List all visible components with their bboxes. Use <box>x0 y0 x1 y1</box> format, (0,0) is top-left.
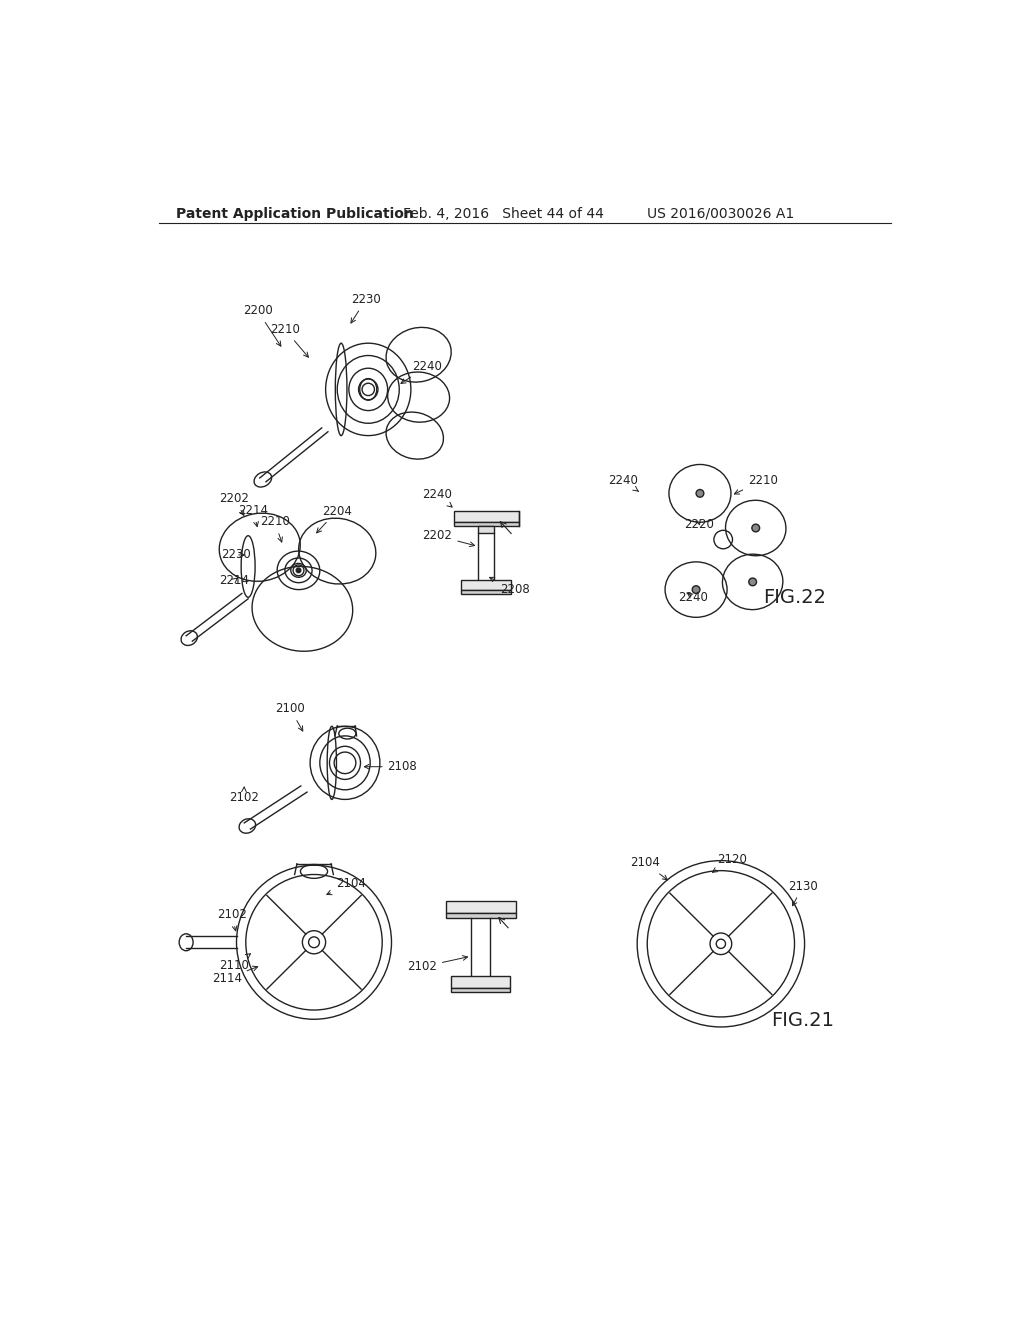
Circle shape <box>749 578 757 586</box>
Bar <box>445 913 515 917</box>
Text: 2102: 2102 <box>228 787 259 804</box>
Text: Feb. 4, 2016   Sheet 44 of 44: Feb. 4, 2016 Sheet 44 of 44 <box>403 207 604 220</box>
Circle shape <box>752 524 760 532</box>
Circle shape <box>696 490 703 498</box>
Text: 2240: 2240 <box>608 474 638 491</box>
Circle shape <box>296 568 301 573</box>
Text: 2208: 2208 <box>489 577 529 597</box>
Text: 2130: 2130 <box>788 879 818 906</box>
Text: 2240: 2240 <box>401 360 442 383</box>
Text: 2102: 2102 <box>407 956 468 973</box>
Bar <box>461 590 511 594</box>
Text: 2102: 2102 <box>217 908 247 931</box>
Bar <box>454 511 518 521</box>
Text: 2104: 2104 <box>630 857 668 880</box>
Text: FIG.21: FIG.21 <box>771 1011 835 1031</box>
Bar <box>445 902 515 913</box>
Text: US 2016/0030026 A1: US 2016/0030026 A1 <box>647 207 795 220</box>
Bar <box>454 521 518 527</box>
Text: 2114: 2114 <box>212 966 258 985</box>
Text: 2210: 2210 <box>270 323 308 358</box>
Text: 2230: 2230 <box>221 548 251 561</box>
Text: 2210: 2210 <box>260 515 290 543</box>
Text: 2202: 2202 <box>219 492 249 515</box>
Text: FIG.22: FIG.22 <box>764 587 826 607</box>
Text: 2108: 2108 <box>365 760 418 774</box>
Circle shape <box>692 586 700 594</box>
Bar <box>461 581 511 590</box>
Text: 2240: 2240 <box>678 591 709 603</box>
Text: 2100: 2100 <box>275 702 305 731</box>
Text: 2220: 2220 <box>684 517 715 531</box>
Text: 2210: 2210 <box>734 474 778 494</box>
Text: 2202: 2202 <box>423 529 474 546</box>
Text: 2200: 2200 <box>243 305 281 346</box>
Text: 2214: 2214 <box>219 574 250 587</box>
Text: 2230: 2230 <box>351 293 381 323</box>
Text: 2214: 2214 <box>238 504 268 527</box>
Bar <box>478 527 494 532</box>
Text: 2104: 2104 <box>327 878 366 895</box>
Bar <box>452 977 510 987</box>
Text: 2110: 2110 <box>219 954 251 972</box>
Text: 2204: 2204 <box>316 504 351 533</box>
Text: 2120: 2120 <box>713 853 746 873</box>
Text: Patent Application Publication: Patent Application Publication <box>176 207 414 220</box>
Bar <box>452 987 510 993</box>
Text: 2240: 2240 <box>423 488 453 507</box>
